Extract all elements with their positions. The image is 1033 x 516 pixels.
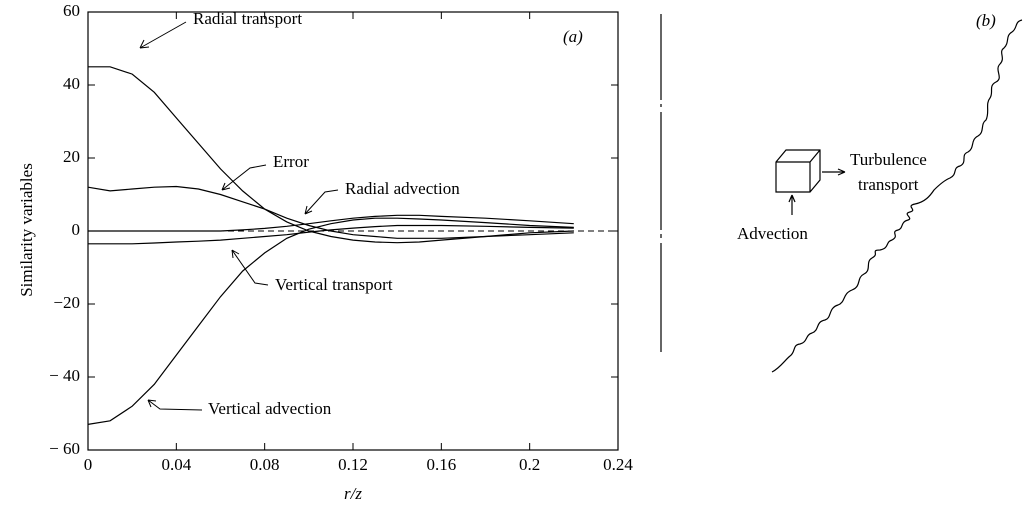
x-tick-label: 0.24 bbox=[603, 455, 633, 474]
series-line bbox=[88, 66, 574, 244]
arrow bbox=[822, 168, 846, 176]
annotation-arrow bbox=[231, 249, 269, 286]
series-line bbox=[87, 217, 574, 425]
annotation-arrow bbox=[221, 164, 267, 191]
annotation: Vertical advection bbox=[208, 399, 332, 418]
x-tick-label: 0 bbox=[84, 455, 93, 474]
y-tick-label: 60 bbox=[63, 1, 80, 20]
diagram-label: Turbulence bbox=[850, 150, 927, 169]
y-tick-label: 40 bbox=[63, 74, 80, 93]
annotation: Error bbox=[273, 152, 309, 171]
y-tick-label: − 40 bbox=[49, 366, 80, 385]
panel-label: (a) bbox=[563, 27, 583, 46]
x-axis-label: r/z bbox=[344, 484, 362, 503]
annotation-arrow bbox=[147, 399, 203, 411]
y-tick-label: 20 bbox=[63, 147, 80, 166]
series-line bbox=[87, 185, 574, 239]
annotation: Vertical transport bbox=[275, 275, 393, 294]
annotation-arrow bbox=[139, 21, 187, 49]
y-axis-label: Similarity variables bbox=[17, 163, 36, 297]
x-tick-label: 0.04 bbox=[161, 455, 191, 474]
y-tick-label: 0 bbox=[72, 220, 81, 239]
arrow bbox=[788, 194, 796, 215]
x-tick-label: 0.12 bbox=[338, 455, 368, 474]
annotation: Radial transport bbox=[193, 9, 302, 28]
cube bbox=[775, 149, 821, 193]
y-tick-label: − 60 bbox=[49, 439, 80, 458]
plume-edge bbox=[771, 19, 1023, 373]
panel-label: (b) bbox=[976, 11, 996, 30]
y-tick-label: −20 bbox=[53, 293, 80, 312]
x-tick-label: 0.2 bbox=[519, 455, 540, 474]
diagram-label: transport bbox=[858, 175, 919, 194]
diagram-label: Advection bbox=[737, 224, 808, 243]
x-tick-label: 0.16 bbox=[426, 455, 456, 474]
series-line bbox=[88, 214, 574, 232]
annotation: Radial advection bbox=[345, 179, 460, 198]
diagram bbox=[660, 14, 1023, 373]
x-tick-label: 0.08 bbox=[250, 455, 280, 474]
annotation-arrow bbox=[304, 189, 339, 215]
